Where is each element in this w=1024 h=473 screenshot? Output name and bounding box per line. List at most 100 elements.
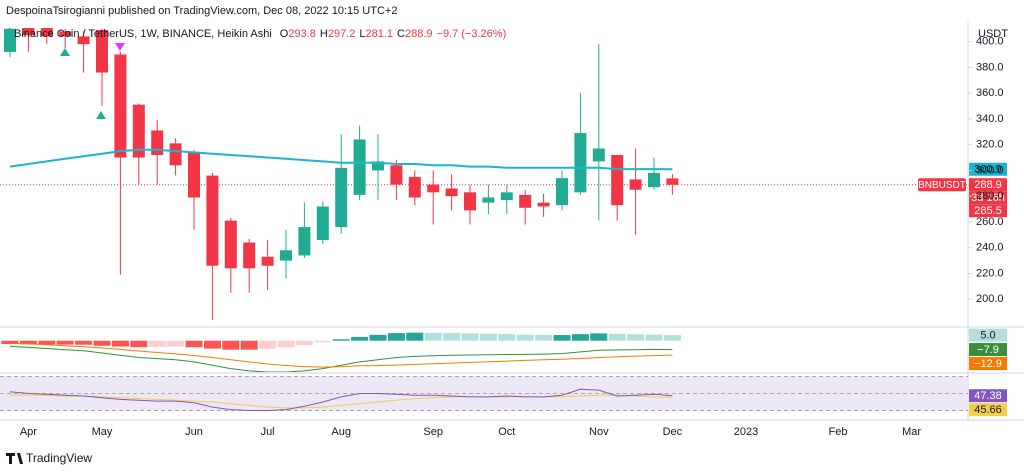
scale-label-box (969, 162, 1007, 176)
candle-body (372, 161, 384, 171)
y-tick-label: 380.0 (976, 61, 1004, 73)
histogram-bar (1, 340, 19, 345)
histogram-bar (571, 334, 589, 341)
scale-label: 5.0 (980, 330, 995, 342)
scale-label: 285.5 (974, 205, 1002, 217)
footer-logo: TradingView (6, 451, 92, 465)
histogram-bar (369, 334, 387, 341)
candle-body (556, 178, 568, 206)
candle-body (482, 197, 495, 203)
candle-body (243, 242, 256, 269)
y-tick-label: 400.0 (976, 36, 1004, 48)
legend-value: 293.8 (288, 28, 316, 40)
moving-average (9, 148, 673, 171)
scale-label: 300.9 (974, 164, 1002, 176)
y-tick-label: 200.0 (976, 293, 1004, 305)
scale-label-box (969, 204, 1007, 218)
scale-label-box (969, 357, 1007, 371)
overlay-layer: Binance Coin / TetherUS, 1W, BINANCE, He… (14, 28, 1007, 417)
legend: Binance Coin / TetherUS, 1W, BINANCE, He… (14, 28, 506, 40)
candle-body (445, 188, 458, 197)
histogram-bar (203, 340, 221, 349)
candle-body (59, 31, 72, 37)
scale-label-box (969, 328, 1007, 342)
candle-body (427, 184, 440, 193)
candle-body (298, 227, 311, 256)
scale-label-box (969, 389, 1007, 403)
candle-body (316, 206, 329, 240)
candle-body (648, 172, 660, 188)
candle-body (77, 36, 90, 45)
histogram-bar (259, 340, 277, 349)
candle-body (188, 152, 200, 198)
legend-prefix: O (280, 28, 289, 40)
y-tick-label: 240.0 (976, 242, 1004, 254)
legend-title: Binance Coin / TetherUS, 1W, BINANCE, He… (14, 28, 272, 40)
candle-body (96, 30, 108, 73)
candle-body (114, 54, 127, 158)
histogram-bar (535, 335, 553, 341)
legend-value: 297.2 (328, 28, 356, 40)
scale-label: −7.9 (977, 344, 999, 356)
rsi-line (9, 388, 673, 411)
candle-body (4, 28, 16, 52)
x-tick-label: Jun (185, 426, 203, 438)
histogram-bar (111, 340, 129, 347)
x-tick-label: Apr (20, 426, 37, 438)
scale-label: 47.38 (974, 390, 1002, 402)
candle-body (408, 176, 421, 198)
histogram-bar (277, 340, 295, 348)
candle-body (22, 28, 35, 36)
y-tick-label: 320.0 (976, 139, 1004, 151)
legend-prefix: L (359, 28, 365, 40)
y-tick-label: 340.0 (976, 113, 1004, 125)
histogram-bar (627, 334, 645, 341)
histogram-bar (93, 340, 111, 346)
histogram-bar (56, 340, 74, 345)
histogram-bar (516, 334, 534, 341)
histogram-bar (590, 333, 608, 341)
signal-marker (96, 111, 106, 119)
x-tick-label: Dec (663, 426, 683, 438)
candle-body (537, 202, 550, 207)
x-tick-label: May (92, 426, 113, 438)
scale-label: 288.9 (974, 179, 1002, 191)
histogram-bar (222, 340, 240, 350)
publisher: DespoinaTsirogianni published on Trading… (6, 5, 397, 17)
signal-marker (115, 43, 125, 51)
candle-body (666, 178, 679, 185)
scale-label: 3d 16h (971, 192, 1005, 204)
x-tick-label: Nov (589, 426, 609, 438)
histogram-bar (645, 334, 663, 341)
histogram-bar (553, 335, 571, 341)
histogram-bar (38, 340, 56, 345)
histogram-bar (314, 340, 332, 343)
histogram-bar (295, 340, 313, 345)
currency: USDT (978, 28, 1008, 40)
scale-label-box (969, 178, 1007, 192)
logo-mark (6, 453, 23, 464)
candle-body (261, 256, 274, 266)
x-tick-label: Sep (423, 426, 443, 438)
candle-body (169, 143, 182, 166)
rsi-signal-line (10, 394, 673, 409)
y-tick-label: 300.0 (976, 164, 1004, 176)
histogram-bar (240, 340, 258, 350)
candle-body (390, 165, 403, 185)
histogram-bar (19, 340, 37, 345)
macd-line (9, 345, 673, 372)
x-tick-label: Feb (829, 426, 848, 438)
candle-body (40, 28, 53, 37)
legend-value: 288.9 (405, 28, 433, 40)
scale-label: 45.66 (974, 404, 1002, 416)
candle-body (611, 154, 624, 206)
footer-brand: TradingView (26, 451, 92, 465)
histogram-bar (185, 340, 203, 348)
signal-line (9, 342, 673, 368)
symbol-tag-box (918, 178, 966, 192)
x-tick-label: Jul (261, 426, 275, 438)
histogram-bar (167, 340, 185, 347)
histogram-bar (130, 340, 148, 348)
candle-body (464, 192, 476, 211)
candle-body (592, 148, 605, 162)
